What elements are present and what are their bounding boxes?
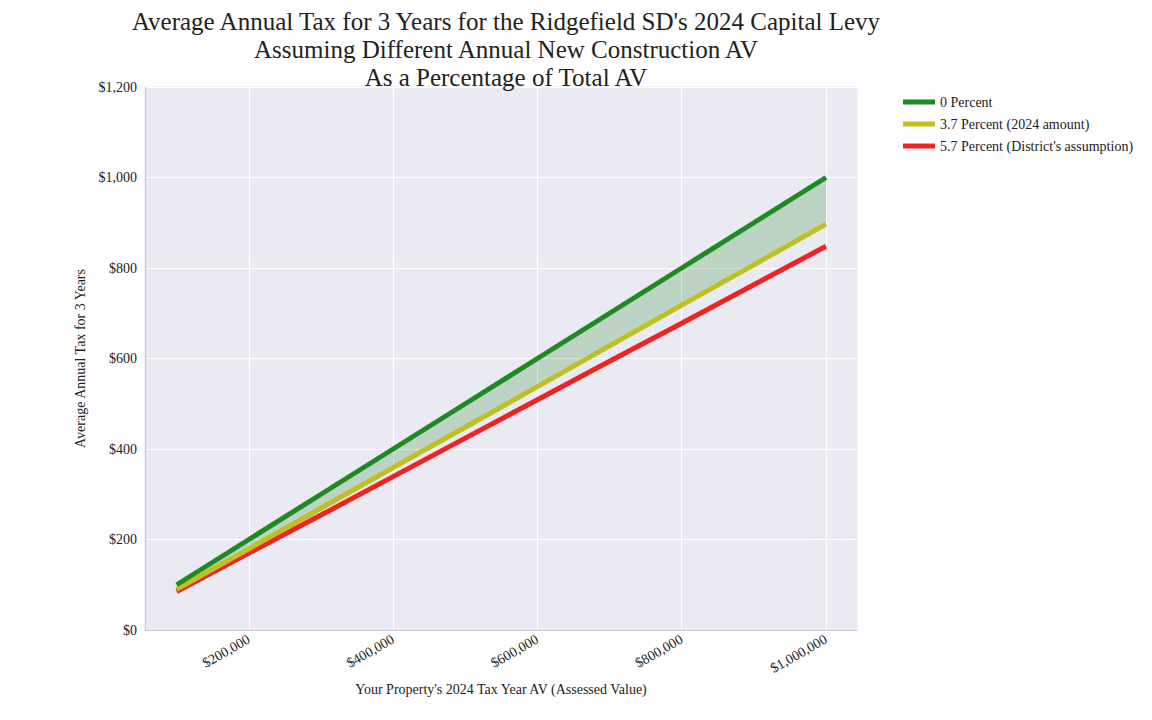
- svg-text:Assuming Different Annual New: Assuming Different Annual New Constructi…: [254, 36, 758, 63]
- svg-text:As a Percentage of Total AV: As a Percentage of Total AV: [365, 64, 648, 91]
- svg-text:5.7 Percent (District's assump: 5.7 Percent (District's assumption): [940, 139, 1133, 155]
- svg-text:$800: $800: [109, 261, 137, 276]
- svg-text:$0: $0: [123, 623, 137, 638]
- svg-text:0 Percent: 0 Percent: [940, 95, 993, 110]
- svg-text:Your Property's 2024 Tax Year: Your Property's 2024 Tax Year AV (Assess…: [355, 682, 647, 698]
- svg-text:3.7 Percent (2024 amount): 3.7 Percent (2024 amount): [940, 117, 1090, 133]
- svg-text:$800,000: $800,000: [633, 632, 686, 671]
- svg-text:Average Annual Tax for 3 Years: Average Annual Tax for 3 Years for the R…: [132, 8, 881, 35]
- svg-text:$1,000: $1,000: [99, 170, 138, 185]
- svg-text:$200: $200: [109, 532, 137, 547]
- svg-text:$600: $600: [109, 351, 137, 366]
- svg-text:$400: $400: [109, 442, 137, 457]
- svg-text:$400,000: $400,000: [344, 632, 397, 671]
- svg-text:$1,000,000: $1,000,000: [768, 632, 830, 676]
- svg-text:$1,200: $1,200: [99, 80, 138, 95]
- svg-text:$600,000: $600,000: [488, 632, 541, 671]
- svg-text:$200,000: $200,000: [200, 632, 253, 671]
- svg-text:Average Annual Tax for 3 Years: Average Annual Tax for 3 Years: [73, 269, 88, 448]
